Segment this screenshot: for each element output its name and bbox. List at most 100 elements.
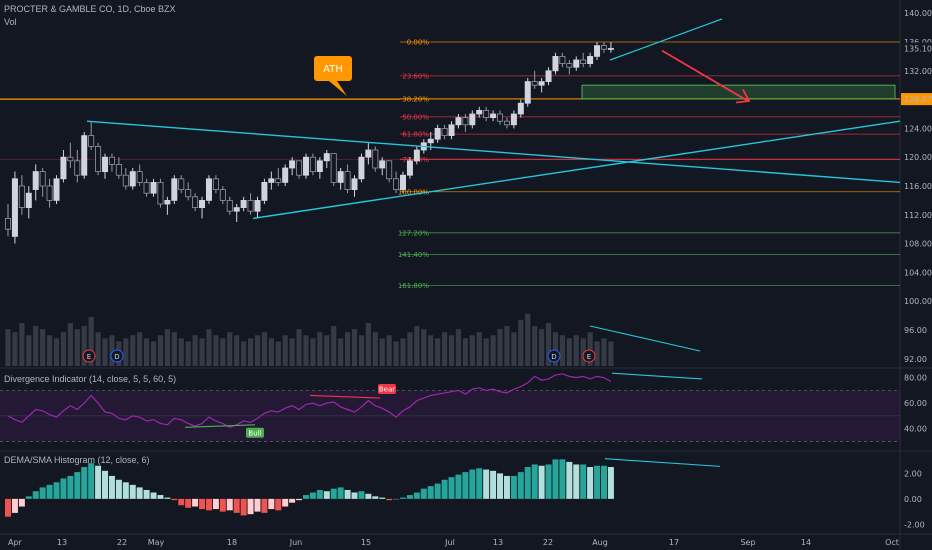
histogram-bar bbox=[157, 495, 164, 499]
fib-label: 100.00% bbox=[398, 188, 429, 196]
candle-body bbox=[219, 189, 226, 201]
divergence-tick: 80.00 bbox=[904, 374, 927, 383]
volume-bar bbox=[407, 332, 413, 366]
candle-body bbox=[226, 199, 233, 212]
candle-body bbox=[81, 135, 88, 176]
candle-body bbox=[503, 120, 510, 126]
candle-body bbox=[150, 181, 157, 194]
volume-bar bbox=[137, 332, 143, 366]
divergence-pane: Bear Bull 40.00 60.00 80.00 bbox=[0, 372, 927, 442]
histogram-bar bbox=[67, 475, 74, 499]
candle-body bbox=[67, 156, 74, 162]
histogram-bar bbox=[538, 465, 545, 499]
histogram-bar bbox=[261, 498, 268, 513]
last-price-tag: 135.10 bbox=[904, 44, 932, 53]
candle-body bbox=[316, 160, 323, 173]
time-tick: 22 bbox=[543, 538, 553, 547]
candle-body bbox=[129, 171, 136, 187]
time-axis: Apr 13 22 May 18 Jun 15 Jul 13 22 Aug 17 Sep 14 Oct bbox=[8, 538, 899, 547]
volume-bar bbox=[261, 332, 268, 366]
bear-signal-label-bg bbox=[378, 384, 396, 395]
candle-body bbox=[441, 127, 448, 136]
candle-body bbox=[178, 178, 185, 191]
histogram-bar bbox=[476, 468, 483, 499]
candle-body bbox=[490, 113, 497, 118]
histogram-bar bbox=[413, 492, 420, 499]
time-tick: Jun bbox=[289, 538, 303, 547]
candle-body bbox=[296, 160, 303, 176]
candle-body bbox=[448, 124, 455, 137]
histogram-bar bbox=[469, 469, 476, 499]
candle-body bbox=[434, 127, 441, 140]
histogram-bar bbox=[600, 465, 607, 499]
volume-bar bbox=[206, 329, 212, 366]
histogram-bar bbox=[531, 464, 538, 499]
histogram-bar bbox=[372, 496, 379, 499]
histogram-tick: 2.00 bbox=[904, 469, 922, 478]
candle-body bbox=[95, 145, 102, 172]
volume-bar bbox=[109, 335, 115, 366]
candle-body bbox=[171, 178, 178, 201]
volume-bar bbox=[268, 338, 274, 366]
fib-label: 38.20% bbox=[402, 95, 429, 103]
event-marker-label: E bbox=[587, 353, 591, 361]
candle-body bbox=[53, 178, 60, 201]
volume-bar bbox=[601, 338, 607, 366]
time-tick: 22 bbox=[117, 538, 127, 547]
volume-bar bbox=[123, 338, 129, 366]
volume-bar bbox=[379, 338, 385, 366]
candle-body bbox=[330, 153, 337, 183]
histogram-bar bbox=[122, 482, 129, 499]
price-tick: 120.00 bbox=[904, 153, 932, 162]
candle-body bbox=[205, 178, 212, 201]
histogram-bar bbox=[330, 488, 337, 499]
candle-body bbox=[32, 171, 39, 191]
volume-bar bbox=[213, 335, 219, 366]
histogram-bar bbox=[490, 470, 497, 499]
target-zone-box bbox=[581, 84, 896, 100]
histogram-bar bbox=[115, 479, 122, 499]
volume-bar bbox=[573, 335, 579, 366]
histogram-bar bbox=[552, 459, 559, 499]
symbol-title: PROCTER & GAMBLE CO, 1D, Cboe BZX bbox=[4, 4, 176, 14]
histogram-bar bbox=[434, 483, 441, 499]
ascending-trendline bbox=[252, 120, 901, 220]
candle-body bbox=[455, 117, 462, 126]
volume-bar bbox=[344, 332, 351, 366]
price-tick: 108.00 bbox=[904, 240, 932, 249]
volume-bar bbox=[317, 332, 323, 366]
fib-label: 50.00% bbox=[402, 113, 429, 121]
divergence-line bbox=[7, 373, 612, 428]
histogram-bar bbox=[427, 486, 434, 499]
volume-bar bbox=[490, 335, 496, 366]
ath-callout-box bbox=[314, 56, 352, 96]
volume-bar bbox=[559, 335, 565, 366]
projection-arrow bbox=[661, 49, 749, 102]
histogram-bar bbox=[233, 498, 240, 513]
histogram-bar bbox=[594, 465, 601, 499]
histogram-bar bbox=[365, 493, 372, 499]
time-tick: Oct bbox=[885, 538, 899, 547]
candle-body bbox=[289, 160, 296, 169]
histogram-bar bbox=[143, 489, 150, 499]
histogram-bar bbox=[240, 498, 247, 516]
price-tick: 132.00 bbox=[904, 67, 932, 76]
time-tick: 17 bbox=[669, 538, 679, 547]
candle-body bbox=[400, 174, 407, 190]
candle-body bbox=[302, 156, 309, 176]
candle-body bbox=[275, 178, 282, 183]
candle-body bbox=[74, 160, 81, 176]
volume-bar bbox=[400, 338, 406, 366]
volume-bar bbox=[178, 338, 184, 366]
candle-body bbox=[483, 110, 490, 119]
volume-label: Vol bbox=[4, 17, 17, 27]
bear-signal-label: Bear bbox=[379, 386, 395, 394]
volume-bar bbox=[289, 338, 295, 366]
volume-bar bbox=[511, 332, 517, 366]
candle-body bbox=[46, 185, 53, 201]
fib-label: 141.40% bbox=[398, 251, 429, 259]
volume-bar bbox=[421, 329, 427, 366]
candle-body bbox=[136, 171, 143, 183]
event-marker-label: D bbox=[114, 353, 119, 361]
